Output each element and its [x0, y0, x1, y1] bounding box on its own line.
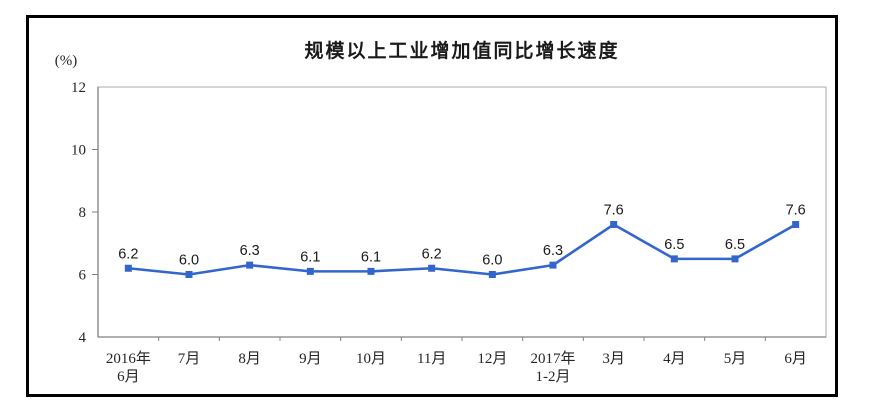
data-point-marker [428, 264, 436, 272]
x-axis-tick-label: 2017年 1-2月 [530, 350, 575, 385]
data-point-marker [306, 267, 314, 275]
x-axis-tick-label: 10月 [356, 351, 386, 367]
y-axis-tick-label: 6 [79, 268, 87, 284]
x-axis-tick-label: 9月 [299, 351, 322, 367]
x-axis-tick-label: 5月 [724, 351, 747, 367]
data-point-marker [185, 271, 193, 278]
chart-frame-border [26, 15, 838, 397]
data-point-marker [124, 264, 132, 272]
x-axis-tick-label: 2016年 6月 [106, 350, 151, 385]
data-point-marker [488, 271, 496, 278]
y-axis-tick-label: 12 [71, 80, 86, 96]
x-axis-tick-label: 8月 [238, 351, 261, 367]
data-point-label: 6.2 [422, 246, 442, 262]
x-axis-tick-label: 12月 [477, 351, 507, 367]
data-point-marker [731, 255, 739, 263]
y-axis-tick-label: 8 [79, 205, 87, 221]
data-point-label: 6.1 [361, 249, 381, 265]
x-axis-tick-label: 7月 [178, 351, 201, 367]
y-axis-unit-label: (%) [54, 53, 78, 69]
x-axis-tick-label: 11月 [417, 351, 446, 367]
data-point-label: 6.5 [664, 237, 684, 253]
data-point-marker [792, 221, 800, 228]
y-axis-tick-label: 4 [79, 330, 87, 346]
data-point-marker [246, 261, 254, 269]
data-point-label: 6.5 [725, 237, 745, 253]
data-point-marker [610, 221, 618, 228]
x-axis-tick-label: 6月 [784, 351, 807, 367]
data-point-label: 6.3 [543, 243, 563, 259]
x-axis-tick-label: 3月 [602, 351, 625, 367]
y-axis-tick-label: 10 [71, 143, 86, 159]
data-point-label: 6.1 [300, 249, 320, 265]
data-series-line [127, 223, 797, 276]
data-point-label: 6.3 [240, 243, 260, 259]
data-point-label: 7.6 [786, 203, 806, 219]
x-axis-tick-label: 4月 [663, 351, 686, 367]
data-point-label: 7.6 [604, 203, 624, 219]
data-point-marker [549, 261, 557, 269]
chart-title: 规模以上工业增加值同比增长速度 [304, 41, 620, 62]
data-point-marker [670, 255, 678, 263]
data-point-label: 6.0 [179, 253, 199, 269]
data-point-label: 6.2 [118, 246, 138, 262]
plot-area-border [97, 86, 827, 338]
data-point-marker [367, 267, 375, 275]
data-point-label: 6.0 [482, 253, 502, 269]
